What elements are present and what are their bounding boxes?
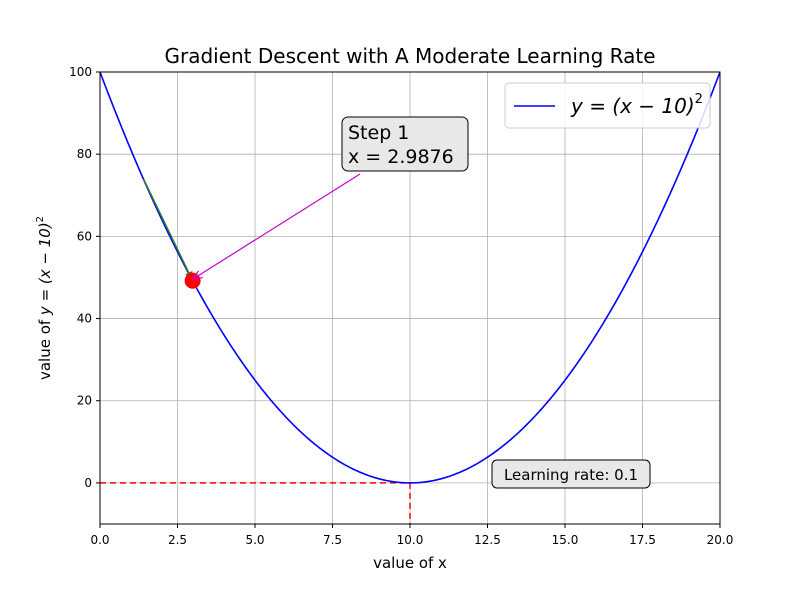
- y-tick-label: 0: [84, 476, 92, 490]
- y-tick-label: 100: [69, 65, 92, 79]
- x-tick-label: 0.0: [90, 533, 109, 547]
- x-axis-label: value of x: [373, 554, 447, 572]
- y-axis-label-math: y = (x − 10): [36, 222, 54, 316]
- step-annotation-line2: x = 2.9876: [348, 146, 454, 168]
- y-tick-label: 80: [77, 147, 92, 161]
- x-tick-label: 2.5: [168, 533, 187, 547]
- y-tick-label: 60: [77, 229, 92, 243]
- legend-entry-label: y = (x − 10)2: [570, 92, 703, 118]
- y-axis-ticks: 0 20 40 60 80 100: [69, 65, 100, 490]
- x-tick-label: 12.5: [474, 533, 501, 547]
- annotation-arrow: [193, 173, 361, 279]
- y-tick-label: 40: [77, 312, 92, 326]
- x-tick-label: 7.5: [323, 533, 342, 547]
- x-axis-ticks: 0.0 2.5 5.0 7.5 10.0 12.5 15.0 17.5 20.0: [90, 524, 733, 547]
- legend-entry-exponent: 2: [695, 92, 703, 107]
- x-tick-label: 5.0: [245, 533, 264, 547]
- learning-rate-note: Learning rate: 0.1: [491, 459, 651, 489]
- x-tick-label: 20.0: [707, 533, 734, 547]
- legend: y = (x − 10)2: [504, 82, 711, 129]
- series-line-parabola: [100, 72, 720, 484]
- y-axis-label-exponent: 2: [35, 216, 46, 222]
- y-axis-label: value of y = (x − 10)2: [35, 216, 54, 380]
- x-tick-label: 17.5: [629, 533, 656, 547]
- chart-title: Gradient Descent with A Moderate Learnin…: [164, 44, 655, 68]
- step-annotation: Step 1 x = 2.9876: [341, 116, 469, 172]
- learning-rate-label: Learning rate: 0.1: [504, 466, 638, 484]
- y-tick-label: 20: [77, 394, 92, 408]
- legend-box: [504, 82, 711, 129]
- x-tick-label: 15.0: [552, 533, 579, 547]
- step-annotation-line1: Step 1: [348, 122, 409, 144]
- x-tick-label: 10.0: [397, 533, 424, 547]
- legend-entry-math: y = (x − 10): [570, 94, 695, 118]
- learning-rate-box: [491, 459, 651, 489]
- y-axis-label-prefix: value of: [36, 315, 54, 380]
- step-annotation-box: [341, 116, 469, 172]
- gradient-step-arrow: [142, 178, 194, 282]
